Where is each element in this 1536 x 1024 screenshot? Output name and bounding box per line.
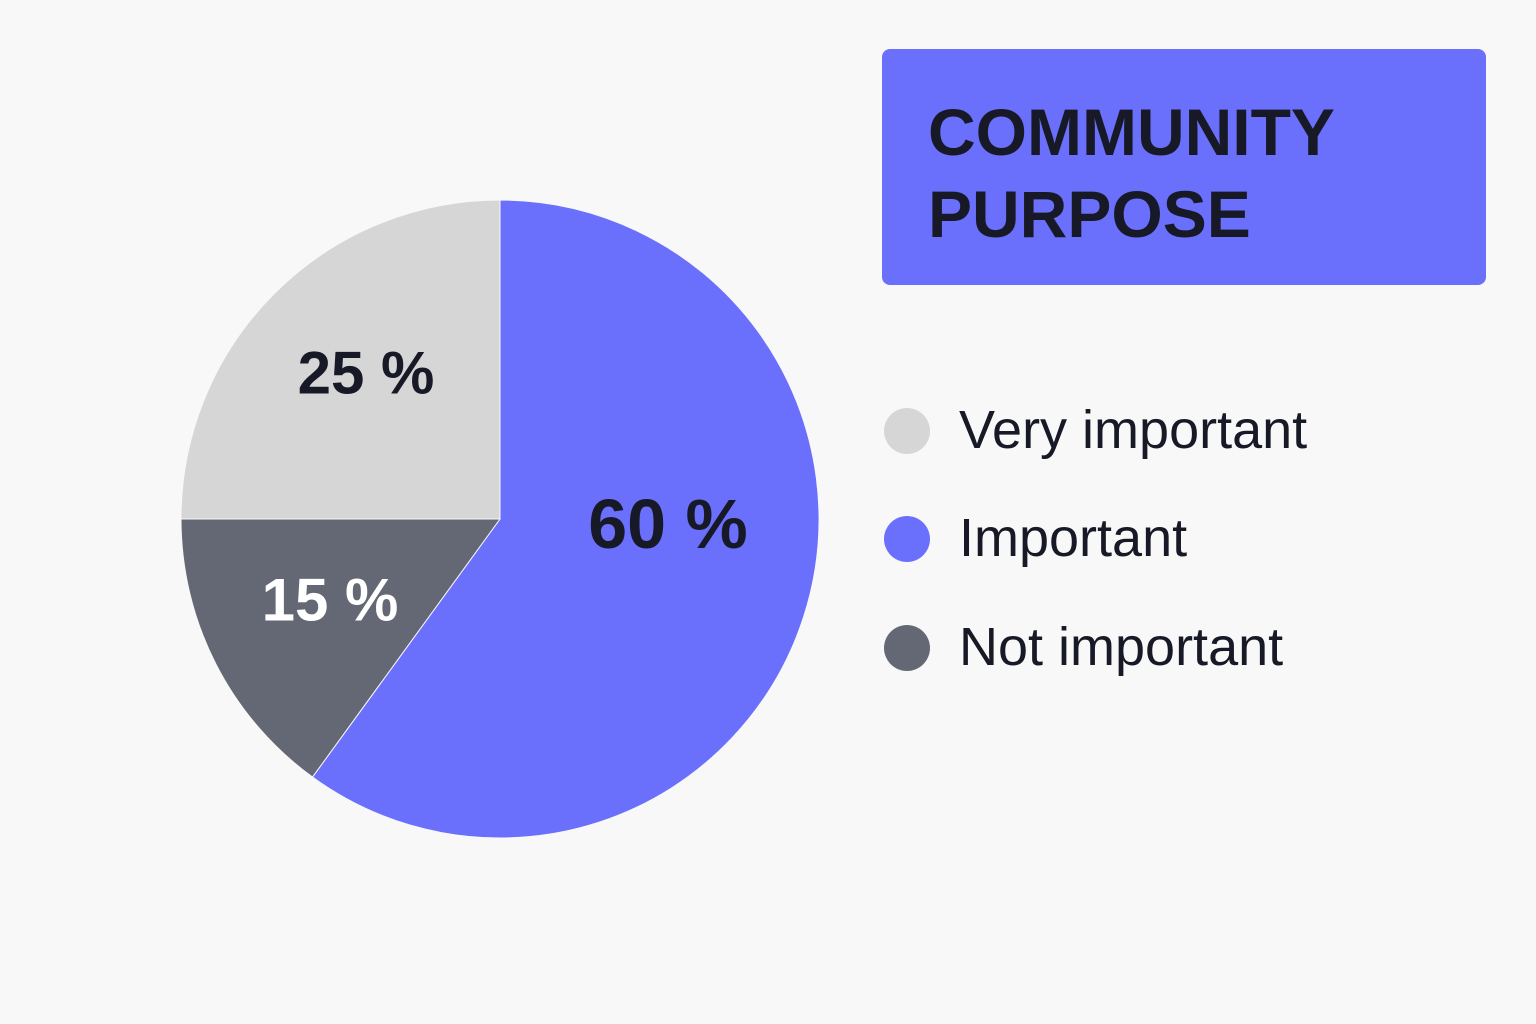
pie-slice-not-important (180, 518, 501, 778)
legend-item-very-important: Very important (884, 400, 1384, 460)
chart-title-line-1: COMMUNITY (928, 95, 1335, 169)
legend-label: Very important (959, 400, 1308, 460)
slice-label-not-important: 15 % (261, 566, 399, 634)
slice-label-important: 60 % (588, 485, 748, 563)
chart-title-box: COMMUNITY PURPOSE (882, 49, 1486, 285)
legend-item-not-important: Not important (884, 617, 1384, 677)
legend-label: Not important (959, 617, 1284, 677)
pie-slice-very-important (180, 199, 501, 520)
pie-slice-important (311, 199, 820, 839)
legend-swatch-icon (884, 408, 930, 454)
legend-label: Important (959, 508, 1188, 568)
slice-label-very-important: 25 % (297, 339, 435, 407)
legend-swatch-icon (884, 625, 930, 671)
legend-swatch-icon (884, 516, 930, 562)
legend-item-important: Important (884, 508, 1384, 568)
chart-title-line-2: PURPOSE (928, 177, 1251, 251)
